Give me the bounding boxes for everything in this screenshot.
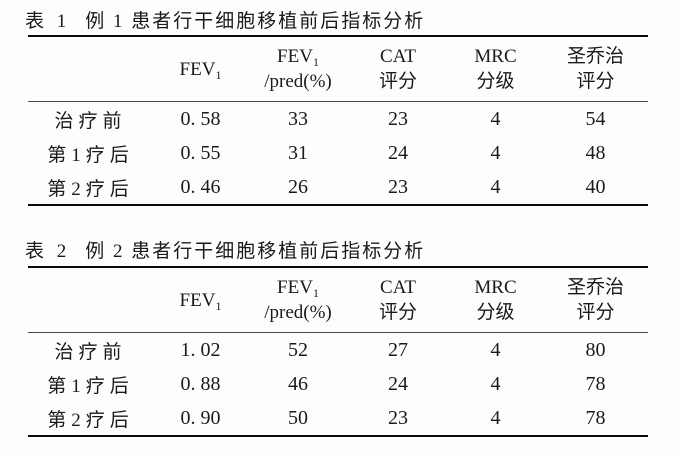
- cell-sgrq: 54: [585, 107, 606, 130]
- col-header-mrc: MRC 分级: [474, 277, 517, 323]
- table-row: 第1疗后 0. 55 31 24 4 48: [28, 136, 648, 170]
- cell-fev1: 1. 02: [180, 338, 221, 361]
- cell-fev1: 0. 58: [180, 107, 221, 130]
- col-header-fev1: FEV1: [179, 289, 222, 313]
- cell-mrc: 4: [490, 406, 501, 429]
- cell-fev1-pred: 50: [288, 406, 308, 429]
- table-row: 治疗前 0. 58 33 23 4 54: [28, 102, 648, 136]
- cell-fev1-pred: 46: [288, 372, 308, 395]
- table-row: 治疗前 1. 02 52 27 4 80: [28, 333, 648, 367]
- cell-fev1-pred: 26: [288, 175, 308, 198]
- cell-mrc: 4: [490, 372, 501, 395]
- cell-fev1-pred: 33: [288, 107, 308, 130]
- table-1-caption: 例 1 患者行干细胞移植前后指标分析: [85, 11, 426, 32]
- cell-fev1: 0. 88: [180, 372, 221, 395]
- table-2-title: 表 2 例 2 患者行干细胞移植前后指标分析: [25, 236, 425, 263]
- cell-cat: 24: [388, 372, 408, 395]
- col-header-mrc: MRC 分级: [474, 46, 517, 92]
- cell-fev1: 0. 46: [180, 175, 221, 198]
- table-1-number: 表 1: [25, 11, 71, 32]
- table-1: FEV1 FEV1 /pred(%) CAT 评分 MRC 分级 圣乔治 评分 …: [28, 35, 648, 206]
- cell-mrc: 4: [490, 338, 501, 361]
- table-1-header-row: FEV1 FEV1 /pred(%) CAT 评分 MRC 分级 圣乔治 评分: [28, 37, 648, 101]
- col-header-fev1-pred: FEV1 /pred(%): [264, 277, 332, 323]
- table-2-header-row: FEV1 FEV1 /pred(%) CAT 评分 MRC 分级 圣乔治 评分: [28, 268, 648, 332]
- cell-cat: 23: [388, 107, 408, 130]
- table-row: 第2疗后 0. 46 26 23 4 40: [28, 170, 648, 204]
- cell-cat: 24: [388, 141, 408, 164]
- cell-sgrq: 40: [585, 175, 606, 198]
- table-2-bottom-rule: [28, 435, 648, 437]
- table-1-bottom-rule: [28, 204, 648, 206]
- row-label: 第1疗后: [47, 375, 134, 397]
- row-label: 治疗前: [54, 341, 127, 363]
- cell-sgrq: 80: [585, 338, 606, 361]
- col-header-sgrq: 圣乔治 评分: [566, 46, 624, 92]
- table-1-header-rule: [28, 101, 648, 102]
- table-2-number: 表 2: [25, 241, 71, 262]
- col-header-cat: CAT 评分: [378, 46, 417, 92]
- col-header-fev1: FEV1: [179, 58, 222, 82]
- cell-sgrq: 48: [585, 141, 606, 164]
- col-header-sgrq: 圣乔治 评分: [566, 277, 624, 323]
- row-label: 第1疗后: [47, 144, 134, 166]
- col-header-fev1-pred: FEV1 /pred(%): [264, 46, 332, 92]
- cell-mrc: 4: [490, 107, 501, 130]
- cell-cat: 23: [388, 175, 408, 198]
- row-label: 治疗前: [54, 110, 127, 132]
- cell-fev1: 0. 90: [180, 406, 221, 429]
- cell-sgrq: 78: [585, 372, 606, 395]
- cell-cat: 23: [388, 406, 408, 429]
- cell-cat: 27: [388, 338, 408, 361]
- cell-fev1: 0. 55: [180, 141, 221, 164]
- cell-mrc: 4: [490, 141, 501, 164]
- table-2: FEV1 FEV1 /pred(%) CAT 评分 MRC 分级 圣乔治 评分 …: [28, 266, 648, 437]
- row-label: 第2疗后: [47, 409, 134, 431]
- cell-sgrq: 78: [585, 406, 606, 429]
- row-label: 第2疗后: [47, 178, 134, 200]
- cell-mrc: 4: [490, 175, 501, 198]
- table-row: 第2疗后 0. 90 50 23 4 78: [28, 401, 648, 435]
- table-row: 第1疗后 0. 88 46 24 4 78: [28, 367, 648, 401]
- cell-fev1-pred: 52: [288, 338, 308, 361]
- table-1-title: 表 1 例 1 患者行干细胞移植前后指标分析: [25, 6, 425, 33]
- table-2-caption: 例 2 患者行干细胞移植前后指标分析: [85, 241, 426, 262]
- table-2-header-rule: [28, 332, 648, 333]
- table-2-top-rule: [28, 266, 648, 268]
- table-1-top-rule: [28, 35, 648, 37]
- col-header-cat: CAT 评分: [378, 277, 417, 323]
- cell-fev1-pred: 31: [288, 141, 308, 164]
